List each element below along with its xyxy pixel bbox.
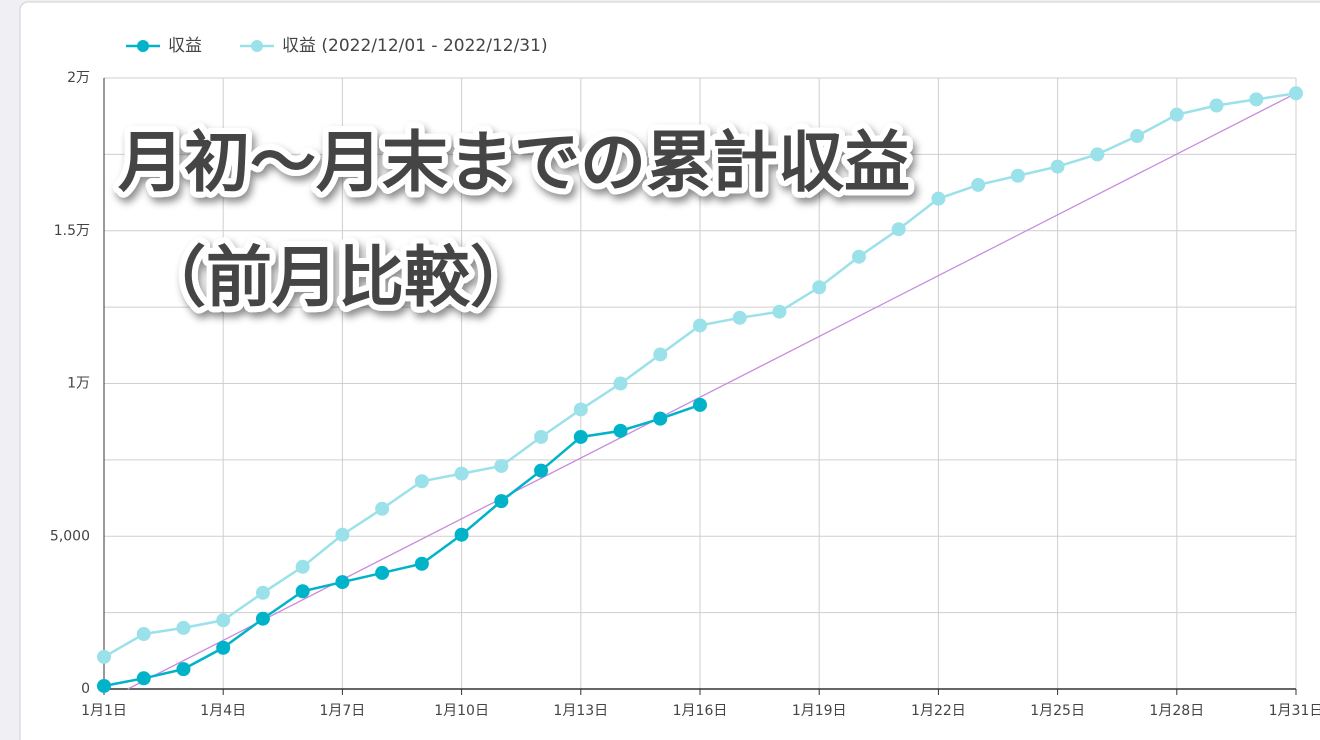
point [1209, 98, 1224, 113]
point [1169, 107, 1184, 122]
point [216, 640, 231, 655]
point [414, 474, 429, 489]
point [454, 466, 469, 481]
point [534, 463, 549, 478]
point [335, 527, 350, 542]
point [1289, 86, 1303, 101]
y-tick-label: 0 [81, 681, 90, 697]
x-tick-label: 1月1日 [81, 703, 127, 719]
point [613, 376, 628, 391]
card [19, 1, 1320, 740]
point [851, 249, 866, 264]
point [375, 565, 390, 580]
x-tick-label: 1月10日 [434, 703, 489, 719]
point [216, 613, 231, 628]
y-tick-label: 5,000 [50, 528, 90, 544]
point [494, 458, 509, 473]
point [732, 310, 747, 325]
point [295, 584, 310, 599]
legend-label: 収益 [168, 36, 202, 56]
annotation: 月初〜月末までの累計収益 [118, 124, 910, 201]
y-tick-label: 1.5万 [54, 223, 90, 239]
point [812, 280, 827, 295]
point [136, 627, 151, 642]
point [454, 527, 469, 542]
point [176, 620, 191, 635]
x-tick-label: 1月16日 [673, 703, 728, 719]
annotation: （前月比較） [140, 239, 536, 316]
point [255, 611, 270, 626]
point [1010, 168, 1025, 183]
x-tick-label: 1月25日 [1030, 703, 1085, 719]
legend-marker [251, 40, 263, 52]
point [971, 177, 986, 192]
point [1050, 159, 1065, 174]
point [1249, 92, 1264, 107]
point [1130, 129, 1145, 144]
point [176, 662, 191, 677]
x-tick-label: 1月31日 [1269, 703, 1320, 719]
point [414, 556, 429, 571]
point [772, 304, 787, 319]
point [335, 575, 350, 590]
point [613, 423, 628, 438]
x-tick-label: 1月28日 [1149, 703, 1204, 719]
y-tick-label: 2万 [67, 70, 90, 86]
point [97, 649, 111, 664]
point [653, 347, 668, 362]
series-line [103, 403, 701, 688]
legend-label: 収益 (2022/12/01 - 2022/12/31) [282, 36, 548, 56]
point [573, 402, 588, 417]
point [97, 678, 111, 693]
point [375, 501, 390, 516]
x-tick-label: 1月4日 [200, 703, 246, 719]
point [494, 494, 509, 509]
point [255, 585, 270, 600]
point [136, 671, 151, 686]
x-tick-label: 1月19日 [792, 703, 847, 719]
legend-marker [137, 40, 149, 52]
point [295, 559, 310, 574]
trend-line [127, 92, 1297, 690]
x-tick-label: 1月13日 [553, 703, 608, 719]
point [931, 191, 946, 206]
point [693, 318, 707, 333]
point [573, 429, 588, 444]
x-tick-label: 1月22日 [911, 703, 966, 719]
x-tick-label: 1月7日 [319, 703, 365, 719]
point [1090, 147, 1105, 162]
point [891, 222, 906, 237]
point [693, 397, 707, 412]
y-tick-label: 1万 [67, 376, 90, 392]
point [653, 411, 668, 426]
point [534, 429, 549, 444]
